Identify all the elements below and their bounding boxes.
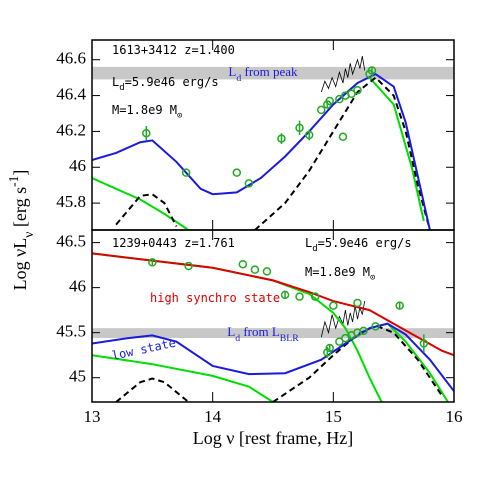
data-point: [367, 66, 377, 75]
data-point: [148, 258, 157, 267]
text-part: =5.9e46 erg/s: [318, 236, 412, 250]
plot-area: [92, 56, 454, 230]
line: [92, 177, 190, 230]
text-part: ⊙: [370, 273, 375, 283]
data-point: [353, 85, 362, 95]
y-tick-label: 45: [69, 367, 86, 386]
band-label: Ld from LBLR: [227, 324, 299, 344]
y-tick-label: 45.5: [56, 322, 86, 341]
frame: [91, 229, 455, 403]
annotation: 1613+3412 z=1.400: [112, 43, 235, 57]
y-tick-label: 46.6: [56, 49, 86, 68]
text-part: M=1.8e9 M: [305, 265, 370, 279]
y-axis-label: Log νLν [erg s-1]: [6, 170, 36, 291]
data-point: [277, 134, 286, 143]
text-part: L: [112, 75, 119, 89]
text-part: high synchro state: [150, 291, 280, 305]
line: [92, 322, 454, 392]
line: [92, 354, 274, 402]
annotation: Ld=5.9e46 erg/s: [305, 236, 412, 254]
data-point: [142, 128, 151, 138]
y-tick-label: 46.4: [56, 84, 86, 103]
data-point: [310, 292, 320, 301]
text-part: d: [236, 73, 241, 84]
text-part: Log ν [rest frame, Hz]: [193, 428, 354, 448]
line: [115, 193, 178, 227]
text-part: [erg s: [10, 187, 30, 232]
annotation: 1239+0443 z=1.761: [112, 236, 235, 250]
data-point: [325, 96, 334, 106]
data-point: [347, 89, 356, 99]
text-part: 1239+0443 z=1.761: [112, 236, 235, 250]
data-point: [335, 337, 344, 346]
text-part: -1: [6, 176, 21, 187]
band-label: Ld from peak: [228, 64, 298, 84]
data-point: [329, 301, 338, 310]
y-tick-label: 46: [69, 277, 86, 296]
text-part: d: [312, 244, 317, 254]
line: [115, 377, 190, 402]
data-point: [181, 168, 191, 177]
text-part: ν: [21, 232, 36, 238]
y-tick-label: 46.5: [56, 232, 86, 251]
text-part: ⊙: [177, 111, 182, 121]
text-part: BLR: [280, 333, 299, 344]
data-point: [295, 123, 304, 133]
data-point: [250, 265, 260, 274]
text-part: from L: [240, 324, 280, 339]
data-point: [262, 267, 272, 276]
text-part: d: [119, 83, 124, 93]
text-part: from peak: [241, 64, 298, 79]
x-tick-label: 13: [84, 407, 101, 426]
data-point: [295, 292, 304, 301]
text-part: =5.9e46 erg/s: [125, 75, 219, 89]
annotation: high synchro state: [150, 291, 280, 305]
data-point: [304, 130, 314, 140]
text-part: 1613+3412 z=1.400: [112, 43, 235, 57]
data-point: [280, 290, 290, 300]
plot-area: [92, 252, 454, 402]
data-point: [371, 322, 380, 331]
x-axis-label: Log ν [rest frame, Hz]: [193, 428, 354, 448]
data-point: [232, 168, 242, 177]
band: [92, 328, 454, 339]
data-point: [317, 105, 326, 115]
data-point: [353, 298, 362, 308]
line: [254, 76, 431, 230]
text-part: M=1.8e9 M: [112, 103, 177, 117]
line: [368, 76, 425, 222]
line: [320, 56, 366, 93]
band: [92, 66, 454, 80]
data-point: [338, 132, 348, 142]
x-tick-label: 16: [446, 407, 463, 426]
y-tick-label: 45.8: [56, 192, 86, 211]
x-tick-label: 15: [325, 407, 342, 426]
data-point: [395, 301, 404, 310]
x-tick-label: 14: [204, 407, 222, 426]
line: [92, 72, 431, 230]
data-point: [238, 259, 248, 269]
data-point: [359, 326, 368, 336]
annotation: Ld=5.9e46 erg/s: [112, 75, 219, 93]
text-part: d: [235, 333, 240, 344]
text-part: ]: [10, 170, 30, 176]
text-part: L: [227, 324, 235, 339]
line: [320, 301, 366, 338]
y-tick-label: 46: [69, 156, 86, 175]
text-part: Log νL: [10, 238, 30, 291]
data-point: [244, 179, 254, 188]
text-part: L: [228, 64, 236, 79]
text-part: L: [305, 236, 312, 250]
y-tick-label: 46.2: [56, 120, 86, 139]
data-point: [323, 348, 332, 357]
data-point: [184, 261, 193, 271]
data-point: [419, 339, 429, 348]
annotation: M=1.8e9 M⊙: [305, 265, 375, 283]
annotation: M=1.8e9 M⊙: [112, 103, 182, 121]
data-point: [335, 94, 344, 104]
data-point: [325, 343, 334, 353]
